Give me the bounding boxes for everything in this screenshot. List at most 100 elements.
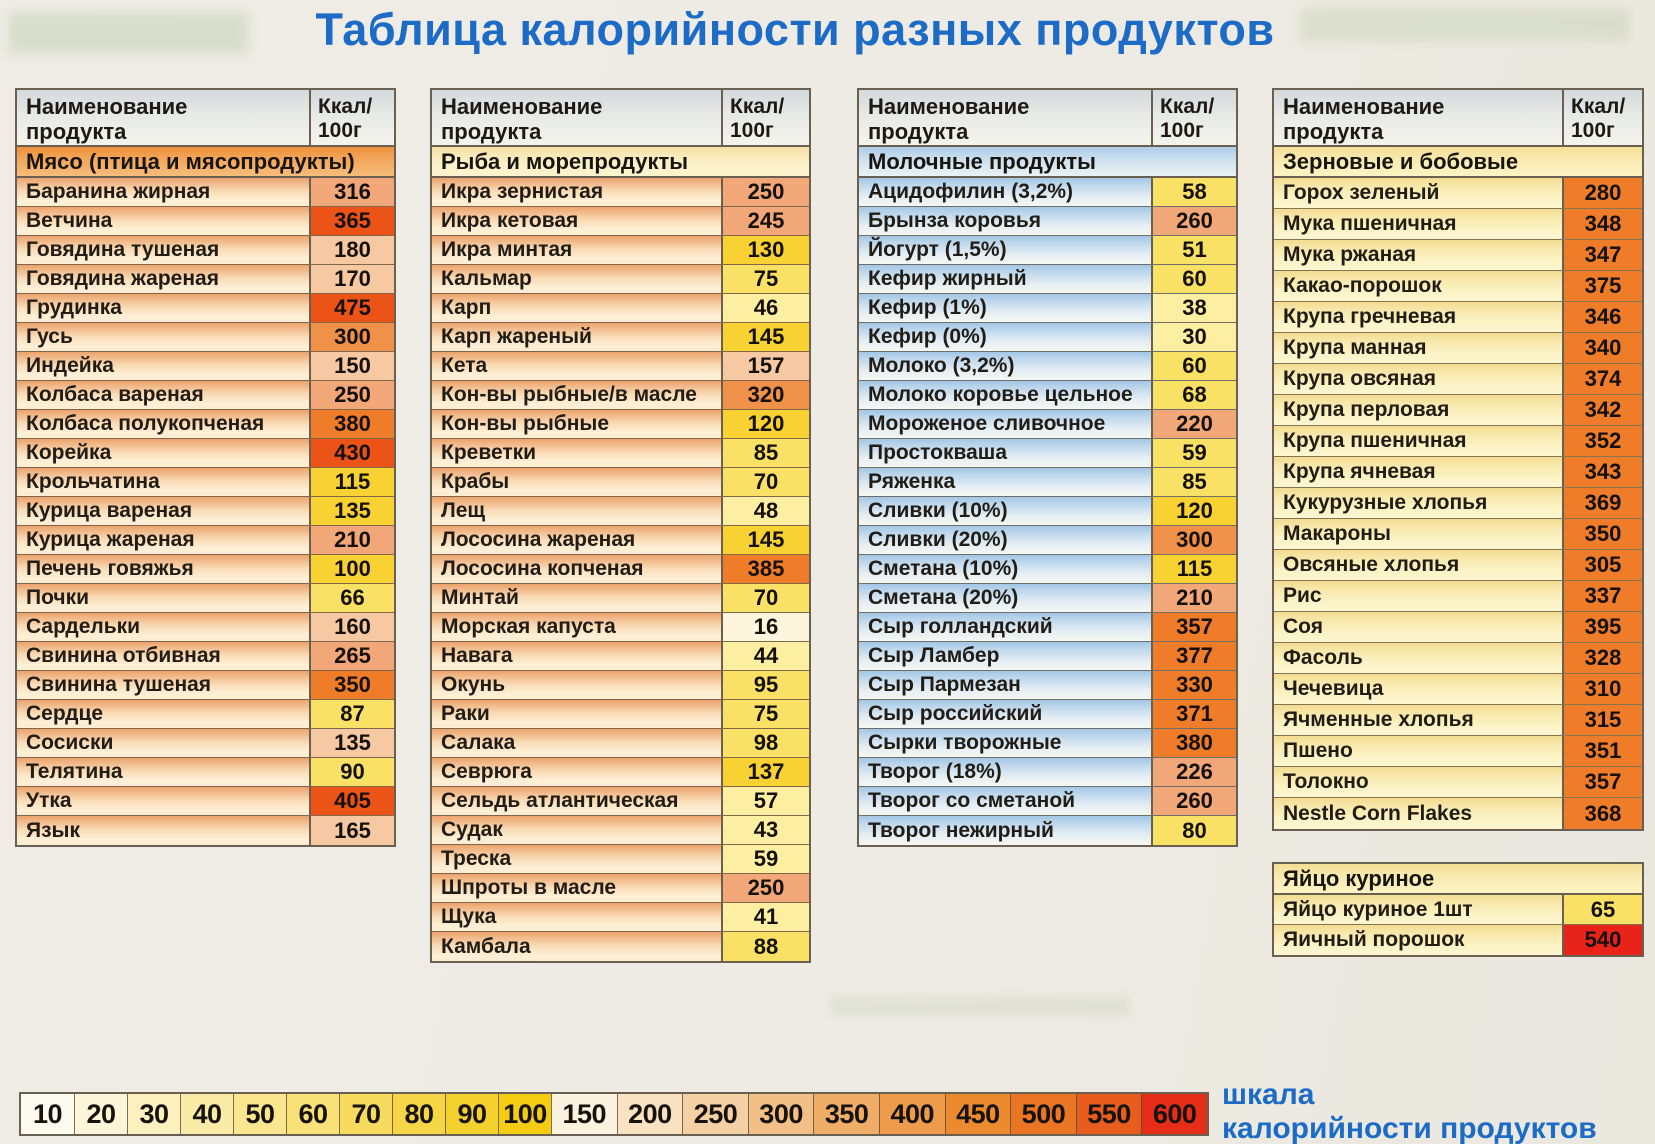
- table-row: Сливки (20%) 300: [859, 526, 1236, 555]
- product-name: Крольчатина: [26, 470, 160, 493]
- scan-artifact: [830, 996, 1130, 1016]
- product-name: Овсяные хлопья: [1283, 553, 1460, 576]
- kcal-value: 245: [721, 207, 809, 235]
- kcal-value: 210: [309, 526, 394, 554]
- product-name: Сыр Пармезан: [868, 673, 1021, 696]
- product-name: Колбаса полукопченая: [26, 412, 265, 435]
- kcal-value: 374: [1562, 364, 1642, 394]
- table-row: Яйцо куриное 1шт 65: [1274, 895, 1642, 925]
- category-header: Молочные продукты: [859, 147, 1236, 178]
- kcal-value: 342: [1562, 395, 1642, 425]
- kcal-value: 150: [309, 352, 394, 380]
- scale-cell: 20: [74, 1094, 127, 1134]
- kcal-value: 68: [1151, 381, 1236, 409]
- product-name: Севрюга: [441, 760, 532, 783]
- table-row: Мука ржаная 347: [1274, 240, 1642, 271]
- kcal-value: 250: [721, 178, 809, 206]
- product-name: Крупа пшеничная: [1283, 429, 1467, 452]
- product-name: Пшено: [1283, 739, 1353, 762]
- product-name: Икра минтая: [441, 238, 573, 261]
- kcal-value: 320: [721, 381, 809, 409]
- table-row: Кета 157: [432, 352, 809, 381]
- kcal-value: 351: [1562, 736, 1642, 766]
- table-row: Кефир (0%) 30: [859, 323, 1236, 352]
- product-name: Сметана (10%): [868, 557, 1019, 580]
- calorie-table: Наименование продукта Ккал/100г Рыба и море…: [430, 88, 811, 963]
- table-row: Креветки 85: [432, 439, 809, 468]
- kcal-value: 145: [721, 323, 809, 351]
- product-name: Творог нежирный: [868, 818, 1054, 842]
- kcal-value: 310: [1562, 674, 1642, 704]
- table-row: Крольчатина 115: [17, 468, 394, 497]
- product-name: Говядина тушеная: [26, 238, 220, 261]
- kcal-value: 346: [1562, 302, 1642, 332]
- product-name: Ацидофилин (3,2%): [868, 180, 1074, 203]
- table-row: Фасоль 328: [1274, 643, 1642, 674]
- product-name: Крупа гречневая: [1283, 305, 1457, 328]
- kcal-value: 95: [721, 671, 809, 699]
- product-name: Кета: [441, 354, 488, 377]
- table-row: Крупа манная 340: [1274, 333, 1642, 364]
- product-name: Сардельки: [26, 615, 141, 638]
- product-name: Минтай: [441, 586, 519, 609]
- product-name: Мороженое сливочное: [868, 412, 1106, 435]
- table-row: Икра зернистая 250: [432, 178, 809, 207]
- column-header-kcal: Ккал/100г: [1151, 90, 1236, 145]
- kcal-value: 145: [721, 526, 809, 554]
- table-header: Наименование продукта Ккал/100г: [17, 90, 394, 147]
- scale-cell: 300: [747, 1094, 814, 1134]
- table-row: Утка 405: [17, 787, 394, 816]
- kcal-value: 75: [721, 265, 809, 293]
- table-row: Горох зеленый 280: [1274, 178, 1642, 209]
- category-header: Яйцо куриное: [1274, 864, 1642, 895]
- table-row: Говядина жареная 170: [17, 265, 394, 294]
- table-row: Ряженка 85: [859, 468, 1236, 497]
- kcal-value: 347: [1562, 240, 1642, 270]
- table-row: Сыр Пармезан 330: [859, 671, 1236, 700]
- product-name: Язык: [26, 818, 80, 842]
- scale-cell: 350: [813, 1094, 879, 1134]
- table-row: Камбала 88: [432, 932, 809, 961]
- table-row: Корейка 430: [17, 439, 394, 468]
- table-row: Крупа перловая 342: [1274, 395, 1642, 426]
- kcal-value: 300: [1151, 526, 1236, 554]
- calorie-scale-bar: 10 20 30 40 50 60 70 80 90 100 150 200 250 300 350 400 4…: [19, 1092, 1209, 1136]
- kcal-value: 343: [1562, 457, 1642, 487]
- kcal-value: 120: [721, 410, 809, 438]
- kcal-value: 70: [721, 584, 809, 612]
- product-name: Мука ржаная: [1283, 243, 1417, 266]
- kcal-value: 405: [309, 787, 394, 815]
- kcal-value: 43: [721, 816, 809, 844]
- kcal-value: 380: [309, 410, 394, 438]
- product-name: Соя: [1283, 615, 1323, 638]
- product-name: Карп: [441, 296, 492, 319]
- table-row: Ячменные хлопья 315: [1274, 705, 1642, 736]
- product-name: Сливки (20%): [868, 528, 1008, 551]
- product-name: Nestle Corn Flakes: [1283, 801, 1473, 825]
- kcal-value: 46: [721, 294, 809, 322]
- product-name: Кефир (0%): [868, 325, 987, 348]
- product-name: Ряженка: [868, 470, 956, 493]
- scale-cell: 200: [616, 1094, 683, 1134]
- table-row: Лещ 48: [432, 497, 809, 526]
- product-name: Треска: [441, 847, 512, 870]
- table-row: Ветчина 365: [17, 207, 394, 236]
- table-row: Почки 66: [17, 584, 394, 613]
- kcal-value: 59: [1151, 439, 1236, 467]
- table-row: Мороженое сливочное 220: [859, 410, 1236, 439]
- table-row: Икра минтая 130: [432, 236, 809, 265]
- product-name: Утка: [26, 789, 72, 812]
- product-name: Говядина жареная: [26, 267, 219, 290]
- kcal-value: 348: [1562, 209, 1642, 239]
- table-row: Кукурузные хлопья 369: [1274, 488, 1642, 519]
- table-row: Телятина 90: [17, 758, 394, 787]
- kcal-value: 280: [1562, 178, 1642, 208]
- scale-cell: 90: [445, 1094, 498, 1134]
- kcal-value: 380: [1151, 729, 1236, 757]
- scale-cell: 70: [339, 1094, 392, 1134]
- product-name: Молоко (3,2%): [868, 354, 1015, 377]
- column-header-kcal: Ккал/100г: [309, 90, 394, 145]
- table-row: Щука 41: [432, 903, 809, 932]
- product-name: Кальмар: [441, 267, 532, 290]
- product-name: Крупа ячневая: [1283, 460, 1436, 483]
